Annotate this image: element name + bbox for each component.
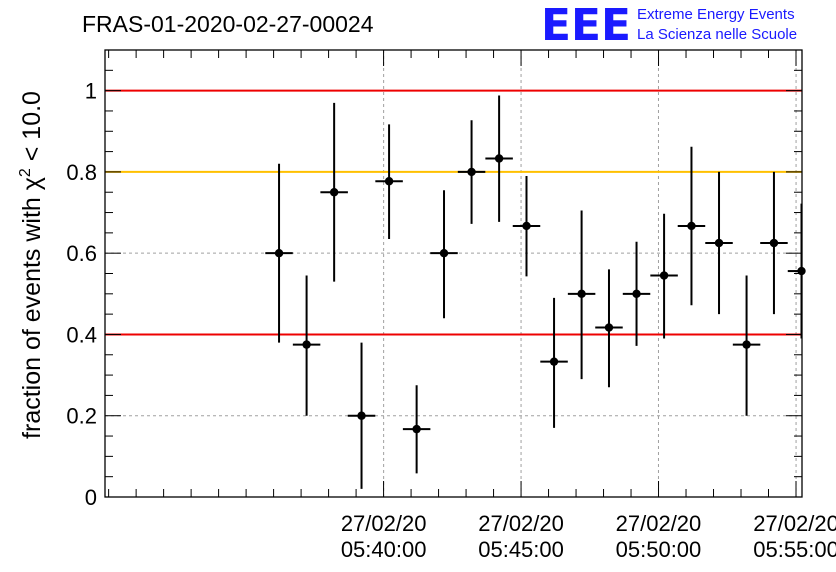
plot-border <box>104 49 803 498</box>
x-tick-label-time: 05:45:00 <box>478 537 564 562</box>
data-point <box>567 210 596 380</box>
logo-line-2: La Scienza nelle Scuole <box>637 26 797 43</box>
data-point <box>540 297 568 428</box>
data-point <box>347 342 376 489</box>
data-point <box>320 102 348 282</box>
data-point <box>650 213 678 339</box>
plot-frame <box>104 49 803 498</box>
x-tick-label-time: 05:55:00 <box>753 537 836 562</box>
data-marker <box>522 221 531 231</box>
data-marker <box>714 238 724 248</box>
data-marker <box>439 248 449 258</box>
data-marker <box>769 238 779 248</box>
y-axis-label-sup: 2 <box>17 168 34 177</box>
x-tick-label-date: 27/02/20 <box>478 511 564 536</box>
data-marker <box>742 340 751 349</box>
data-marker <box>659 271 669 280</box>
axis-ticks <box>105 49 802 498</box>
eee-logo: EEE Extreme Energy Events La Scienza nel… <box>541 0 797 51</box>
data-marker <box>302 340 311 349</box>
data-point <box>622 241 651 346</box>
data-marker <box>687 221 696 231</box>
y-axis-label-chi: χ <box>18 177 46 190</box>
data-marker <box>797 266 806 276</box>
data-point <box>512 175 541 277</box>
data-marker <box>329 188 339 197</box>
data-point <box>402 385 431 474</box>
data-marker <box>467 167 476 177</box>
x-tick-label-date: 27/02/20 <box>753 511 836 536</box>
y-tick-label: 0.6 <box>66 241 97 266</box>
data-point <box>677 146 706 306</box>
data-point <box>265 163 293 343</box>
data-marker <box>577 289 586 299</box>
y-axis-label-suffix: < 10.0 <box>18 91 46 168</box>
data-marker <box>494 154 504 163</box>
run-title: FRAS-01-2020-02-27-00024 <box>82 11 374 37</box>
data-point <box>705 171 733 315</box>
x-tick-label-date: 27/02/20 <box>341 511 427 536</box>
data-marker <box>549 357 559 366</box>
data-marker <box>412 424 421 434</box>
data-marker <box>632 289 641 299</box>
y-axis-label-prefix: fraction of events with <box>18 190 46 439</box>
x-tick-label-date: 27/02/20 <box>616 511 702 536</box>
tick-labels: 00.20.40.60.8127/02/2005:40:0027/02/2005… <box>66 79 836 562</box>
grid-layer <box>105 50 802 497</box>
logo-line-1: Extreme Energy Events <box>637 6 795 23</box>
data-point <box>457 120 486 224</box>
y-tick-label: 0.8 <box>66 160 97 185</box>
y-tick-label: 1 <box>85 79 97 104</box>
x-tick-label-time: 05:40:00 <box>341 537 427 562</box>
data-marker <box>274 248 284 258</box>
reference-lines <box>105 89 802 336</box>
y-axis-label: fraction of events with χ2 < 10.0 <box>17 91 46 439</box>
data-point <box>787 203 806 339</box>
data-marker <box>384 177 394 186</box>
y-tick-label: 0 <box>85 485 97 510</box>
data-point <box>485 95 513 222</box>
data-point <box>375 124 403 239</box>
data-point <box>760 171 788 315</box>
data-point <box>292 275 321 416</box>
data-marker <box>604 323 614 332</box>
x-tick-label-time: 05:50:00 <box>616 537 702 562</box>
data-point <box>732 275 761 416</box>
eee-logo-mark: EEE <box>541 0 631 51</box>
y-tick-label: 0.4 <box>66 322 97 347</box>
data-point <box>595 269 623 388</box>
data-points <box>265 95 806 489</box>
y-tick-label: 0.2 <box>66 404 97 429</box>
data-marker <box>357 411 366 420</box>
data-point <box>430 190 458 319</box>
